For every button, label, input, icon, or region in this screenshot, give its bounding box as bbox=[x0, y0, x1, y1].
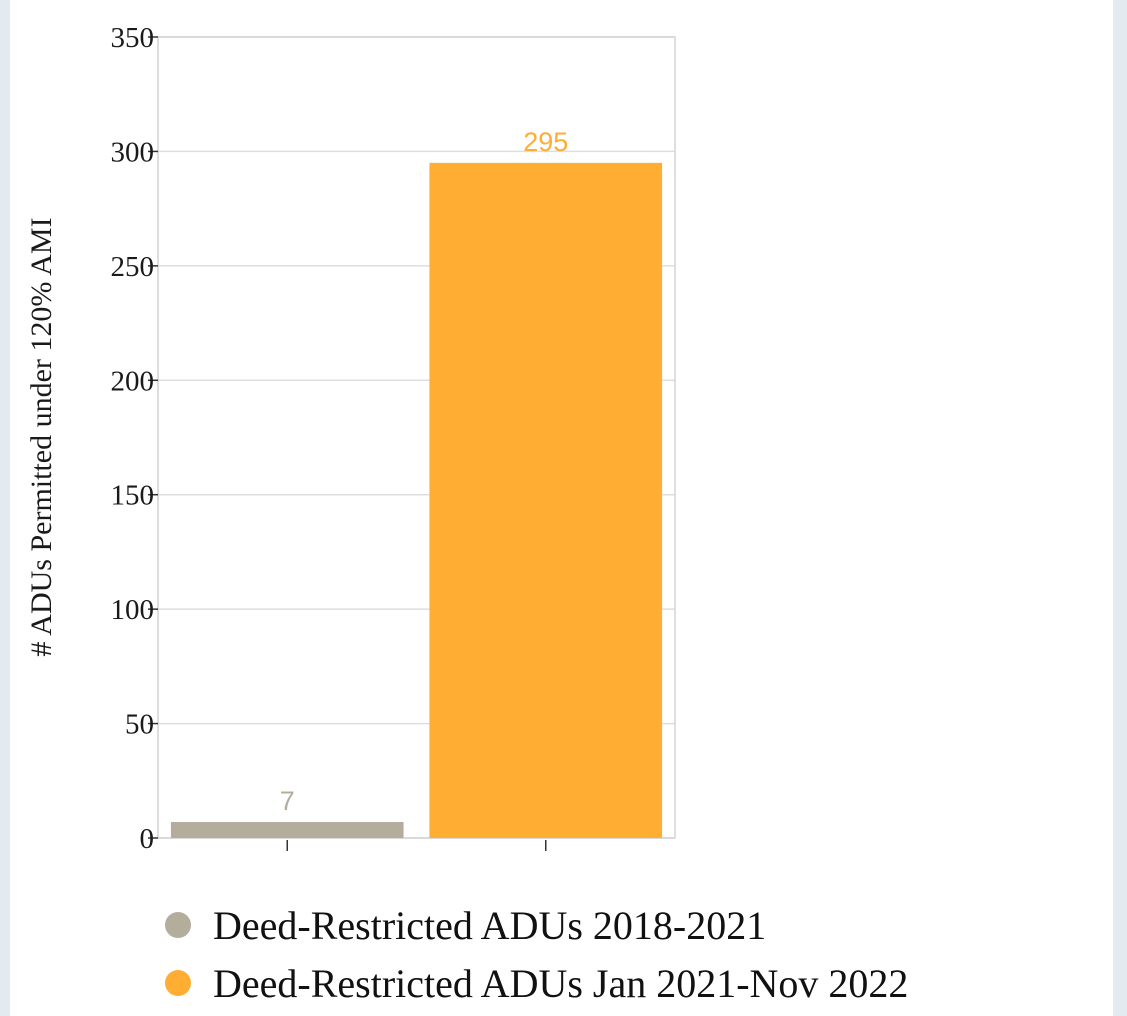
legend-label: Deed-Restricted ADUs 2018-2021 bbox=[213, 902, 767, 948]
bar bbox=[170, 821, 404, 838]
bar-value-labels: 7 295 bbox=[280, 127, 569, 816]
x-axis-ticks bbox=[286, 840, 547, 851]
bars bbox=[170, 162, 663, 838]
bar bbox=[429, 162, 663, 838]
legend-swatch bbox=[165, 912, 191, 938]
legend-label: Deed-Restricted ADUs Jan 2021-Nov 2022 bbox=[213, 960, 909, 1006]
plot-frame bbox=[157, 36, 676, 839]
legend-item: Deed-Restricted ADUs 2018-2021 bbox=[165, 896, 908, 954]
bar-value-label: 295 bbox=[523, 127, 568, 157]
y-tick-label: 50 bbox=[125, 709, 154, 741]
y-tick-label: 0 bbox=[140, 823, 155, 855]
y-tick-label: 250 bbox=[111, 251, 155, 283]
y-tick-label: 300 bbox=[111, 136, 155, 168]
y-tick-label: 200 bbox=[111, 365, 155, 397]
bar-value-label: 7 bbox=[280, 786, 295, 816]
y-axis-title: # ADUs Permitted under 120% AMI bbox=[25, 217, 58, 656]
legend-item: Deed-Restricted ADUs Jan 2021-Nov 2022 bbox=[165, 954, 908, 1012]
legend: Deed-Restricted ADUs 2018-2021 Deed-Rest… bbox=[165, 896, 908, 1012]
y-tick-label: 150 bbox=[111, 480, 155, 512]
y-tick-label: 350 bbox=[111, 22, 155, 54]
y-axis: 0 50 100 150 200 250 300 350 bbox=[111, 22, 158, 855]
legend-swatch bbox=[165, 970, 191, 996]
y-tick-label: 100 bbox=[111, 594, 155, 626]
